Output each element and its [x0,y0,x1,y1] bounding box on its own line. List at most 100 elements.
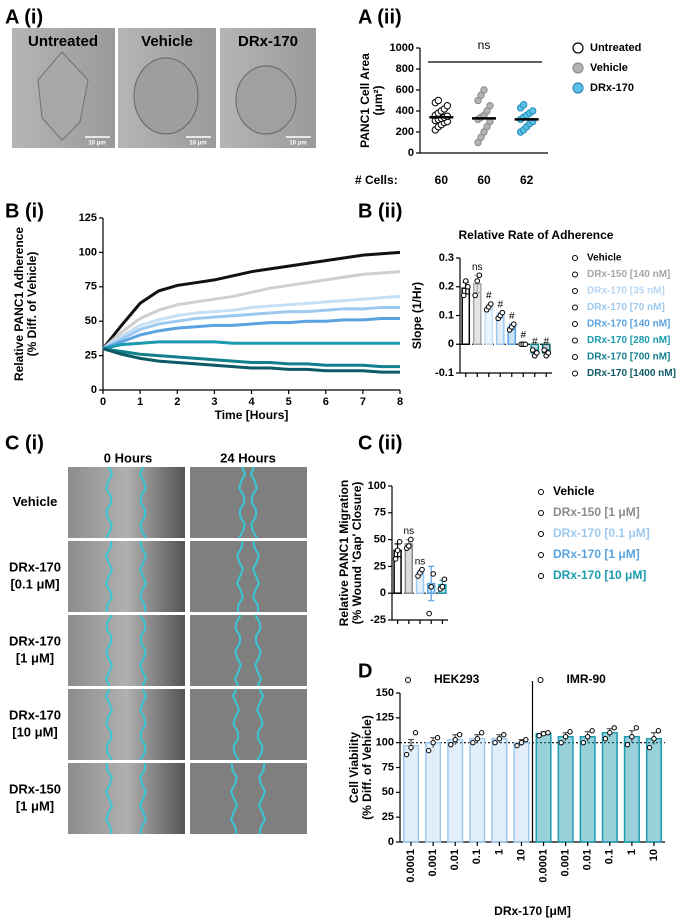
data-line [102,347,400,369]
cell [133,57,199,135]
data-point [624,741,631,748]
x-tick-label: 7 [360,396,366,408]
data-point [452,736,458,743]
y-tick-label: 50 [374,534,386,546]
row-label: Vehicle [13,494,58,509]
bar [535,732,552,843]
data-point [465,283,471,290]
wound-edge [138,466,147,539]
scale-label: 10 μm [88,141,105,147]
y-axis-label: Cell Viability [347,732,361,803]
scale-label: 10 μm [189,141,206,147]
data-point [545,350,552,356]
x-tick-label: 1 [626,849,638,855]
x-tick-label: 0.1 [604,849,616,864]
legend-marker [572,42,584,54]
data-point [462,278,469,284]
data-point [430,739,436,746]
data-point [540,731,547,737]
data-point [558,739,564,746]
data-point [580,739,586,746]
data-point [448,741,454,748]
x-tick-label: 3 [211,396,217,408]
x-tick-label: 1 [137,396,143,408]
data-point [519,101,528,109]
y-axis-label: (% Wound 'Gap' Closure) [350,482,364,625]
data-line [102,305,400,351]
data-point [441,576,448,583]
bar [579,735,596,843]
micrograph [68,615,185,686]
wound-edge [105,466,114,539]
legend-marker [538,573,544,579]
data-point [434,735,441,741]
data-point [479,730,485,736]
wound-edge [249,466,258,539]
annotation: # [532,337,538,348]
legend-marker [537,677,544,683]
legend-label: DRx-170 [35 nM] [587,286,665,297]
y-tick-label: -0.1 [435,367,454,379]
wound-edge [255,688,265,761]
data-point [518,739,525,746]
legend-marker [572,337,578,344]
wound-edge [229,762,239,835]
y-tick-label: 400 [396,105,414,117]
legend-label: DRx-170 [700 nM] [587,352,670,363]
data-point [633,725,639,731]
column-label: 0 Hours [104,450,152,465]
bar [601,731,618,843]
data-point [470,739,476,746]
legend-label: Vehicle [587,253,622,264]
y-axis-label: Relative PANC1 Adherence [12,227,26,381]
micrograph [68,763,185,834]
scale-label: 10 μm [289,141,306,147]
y-tick-label: -25 [370,614,386,626]
micrograph [190,615,307,686]
legend-marker [405,677,411,683]
data-point [486,102,494,110]
data-point [536,733,542,739]
data-point [419,566,425,573]
wound-edge [231,688,241,761]
x-tick-label: 0 [100,396,106,408]
x-axis-label: Time [Hours] [215,408,289,422]
bar [645,737,662,843]
x-tick-label: 4 [248,396,255,408]
row-label: [1 μM] [16,798,54,813]
y-tick-label: 25 [374,560,386,572]
bar [447,738,464,843]
data-point [562,734,569,740]
y-axis-label: (μm²) [371,85,385,115]
row-label: DRx-170 [9,633,61,648]
legend-label: Vehicle [590,62,628,74]
row-label: [10 μM] [12,724,58,739]
legend-marker [572,271,578,278]
wound-edge [138,540,148,613]
data-point [396,538,403,545]
micrograph [190,541,307,612]
y-tick-label: 100 [79,246,97,258]
bar [557,735,574,843]
data-point [472,292,478,299]
y-tick-label: 50 [382,786,394,798]
data-point [528,107,537,115]
y-tick-label: 0.2 [439,281,454,293]
bar [513,741,530,843]
micrograph [68,689,185,760]
legend-marker [538,531,544,537]
x-tick-label: 0.0001 [537,849,549,883]
x-tick-label: 0.01 [449,849,461,870]
y-axis-label: (% Diff. of Vehicle) [25,252,39,357]
legend-label: Untreated [590,42,641,54]
count: 62 [520,173,534,187]
y-tick-label: 50 [85,315,97,327]
annotation: ns [415,556,426,567]
micrograph [190,689,307,760]
data-point [408,536,414,543]
annotation: # [509,311,515,322]
data-point [523,736,529,743]
legend-label: DRx-170 [1 μM] [553,547,640,561]
data-point [408,744,414,751]
bar [623,735,640,843]
